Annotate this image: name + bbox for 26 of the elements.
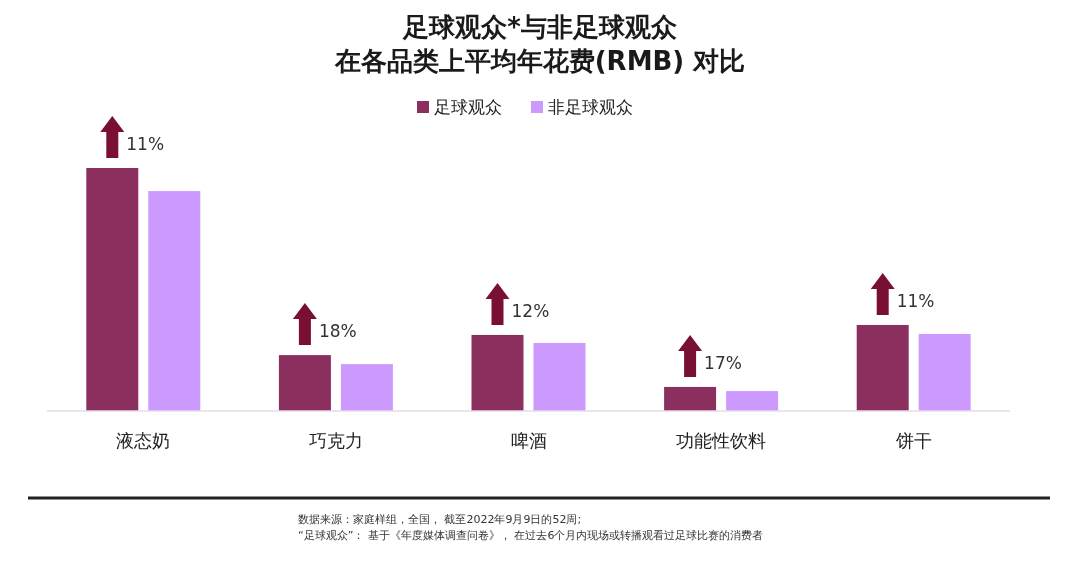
bar bbox=[278, 355, 331, 411]
chart-title: 足球观众*与非足球观众 bbox=[402, 12, 678, 42]
x-tick-label: 巧克力 bbox=[308, 430, 363, 451]
bar bbox=[726, 391, 779, 411]
annotation: 17% bbox=[704, 352, 742, 373]
text: 11% bbox=[126, 134, 165, 154]
annotation: 12% bbox=[511, 300, 550, 321]
bar bbox=[664, 386, 717, 411]
bar bbox=[148, 191, 201, 411]
bar bbox=[340, 364, 393, 411]
legend-label: 非足球观众 bbox=[548, 97, 633, 117]
legend-label: 足球观众 bbox=[434, 97, 502, 117]
chart-subtitle: 在各品类上平均年花费(RMB) 对比 bbox=[333, 46, 746, 76]
annotation: 18% bbox=[318, 321, 357, 342]
x-tick-label: 液态奶 bbox=[116, 430, 171, 451]
x-tick-label: 饼干 bbox=[894, 430, 932, 451]
bar bbox=[86, 168, 139, 411]
text: “足球观众”： 基于《年度媒体调查问卷》， 在过去6个月内现场或转播观看过足球比赛的消费者 bbox=[298, 529, 764, 542]
source-note: 数据来源：家庭样组，全国， 截至2022年9月9日的52周; bbox=[298, 513, 582, 526]
bar bbox=[471, 334, 524, 411]
bar bbox=[533, 342, 586, 411]
x-tick-label: 功能性饮料 bbox=[676, 430, 767, 451]
x-tick-label: 啤酒 bbox=[510, 430, 547, 451]
annotation: 11% bbox=[896, 290, 935, 311]
bar bbox=[856, 324, 909, 411]
bar bbox=[918, 333, 971, 411]
